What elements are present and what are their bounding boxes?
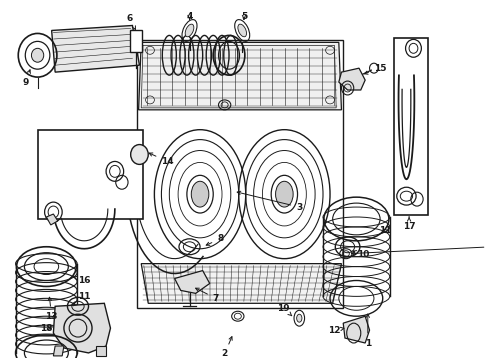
Bar — [393, 39, 427, 215]
Text: 4: 4 — [186, 12, 192, 21]
Polygon shape — [343, 316, 369, 343]
Text: 11: 11 — [378, 226, 391, 235]
Polygon shape — [46, 214, 58, 225]
Text: 5: 5 — [241, 12, 246, 21]
Text: 17: 17 — [402, 217, 414, 231]
Text: 15: 15 — [364, 64, 386, 74]
Text: 6: 6 — [126, 14, 135, 30]
Text: 7: 7 — [195, 288, 219, 303]
Ellipse shape — [275, 181, 292, 207]
Ellipse shape — [185, 24, 193, 37]
Bar — [38, 130, 142, 219]
Polygon shape — [52, 26, 139, 72]
Text: 1: 1 — [364, 314, 370, 347]
Bar — [137, 40, 343, 308]
Text: 13: 13 — [45, 297, 58, 321]
Ellipse shape — [191, 181, 208, 207]
Text: 11: 11 — [73, 292, 90, 306]
Ellipse shape — [130, 145, 148, 165]
Text: 2: 2 — [221, 337, 232, 359]
Text: 10: 10 — [352, 250, 369, 259]
Ellipse shape — [237, 24, 246, 37]
Polygon shape — [53, 303, 110, 353]
Text: 8: 8 — [206, 234, 223, 245]
Polygon shape — [138, 42, 341, 110]
Polygon shape — [338, 68, 365, 90]
Text: 14: 14 — [149, 153, 174, 166]
Polygon shape — [174, 271, 209, 293]
Text: 9: 9 — [22, 70, 30, 86]
Polygon shape — [141, 264, 341, 303]
Text: 16: 16 — [74, 276, 90, 285]
Text: 12: 12 — [327, 325, 343, 334]
Ellipse shape — [296, 314, 301, 322]
Text: 18: 18 — [40, 324, 53, 333]
Polygon shape — [53, 346, 64, 356]
Text: 2: 2 — [351, 242, 488, 255]
Text: 3: 3 — [237, 191, 302, 212]
Bar — [129, 31, 142, 52]
Ellipse shape — [31, 48, 43, 62]
Text: 19: 19 — [277, 304, 291, 316]
Polygon shape — [95, 346, 106, 356]
